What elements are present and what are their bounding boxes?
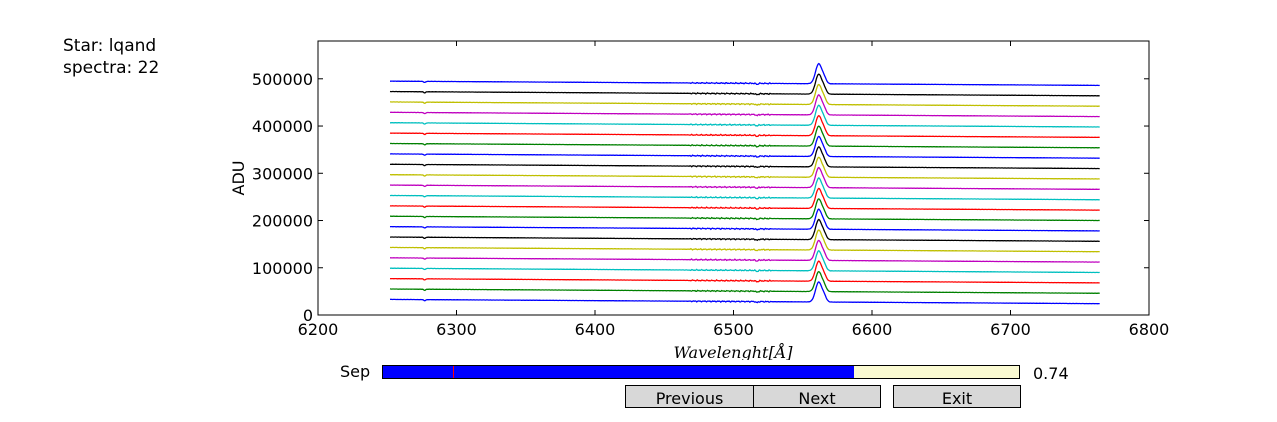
y-tick-label: 500000 [252, 70, 313, 89]
spectrum-line [389, 249, 1100, 274]
y-tick-label: 200000 [252, 212, 313, 231]
next-button[interactable]: Next [753, 385, 881, 408]
y-axis: 0 100000 200000 300000 400000 500000 [252, 70, 1149, 325]
sep-slider-initial-marker [452, 366, 454, 378]
spectrum-line [389, 125, 1100, 149]
sep-slider-label: Sep [340, 362, 371, 381]
star-name-label: Star: lqand [63, 36, 157, 56]
x-axis: 6200 6300 6400 6500 6600 6700 6800 [298, 41, 1170, 339]
spectrum-line [389, 208, 1100, 232]
spectrum-line [389, 135, 1100, 159]
spectrum-line [390, 239, 1100, 263]
spectrum-line [389, 114, 1100, 139]
sep-slider[interactable] [382, 365, 1020, 379]
spectrum-line [389, 260, 1100, 284]
spectrum-line [390, 83, 1100, 107]
spectra-count-label: spectra: 22 [63, 58, 160, 78]
spectrum-line [390, 104, 1100, 128]
x-tick-label: 6300 [436, 320, 477, 339]
x-tick-label: 6600 [852, 320, 893, 339]
x-tick-label: 6700 [990, 320, 1031, 339]
spectrum-line [389, 145, 1100, 170]
spectra-chart: 6200 6300 6400 6500 6600 6700 6800 0 100000 2000… [229, 40, 1170, 360]
exit-button[interactable]: Exit [893, 385, 1021, 408]
previous-button[interactable]: Previous [625, 385, 754, 408]
x-axis-label: Wavelenght[Å] [673, 342, 793, 360]
spectrum-line [389, 93, 1100, 118]
plot-lines [389, 62, 1100, 305]
spectrum-line [390, 198, 1100, 222]
spectrum-line [389, 281, 1100, 305]
spectrum-line [389, 229, 1100, 253]
spectrum-line [389, 166, 1100, 191]
x-tick-label: 6500 [713, 320, 754, 339]
y-tick-label: 100000 [252, 259, 313, 278]
sep-slider-value: 0.74 [1033, 364, 1069, 383]
y-axis-label: ADU [229, 161, 248, 196]
spectrum-line [389, 270, 1100, 294]
spectrum-line [389, 177, 1100, 201]
y-tick-label: 400000 [252, 117, 313, 136]
spectrum-line [389, 187, 1100, 211]
spectrum-line [389, 73, 1100, 97]
y-tick-label: 0 [303, 306, 313, 325]
spectrum-line [390, 62, 1100, 87]
y-tick-label: 300000 [252, 164, 313, 183]
x-tick-label: 6800 [1129, 320, 1170, 339]
spectrum-line [390, 218, 1100, 243]
sep-slider-fill[interactable] [383, 366, 854, 378]
spectrum-line [389, 156, 1100, 180]
x-tick-label: 6400 [575, 320, 616, 339]
x-tick-label: 6200 [298, 320, 339, 339]
